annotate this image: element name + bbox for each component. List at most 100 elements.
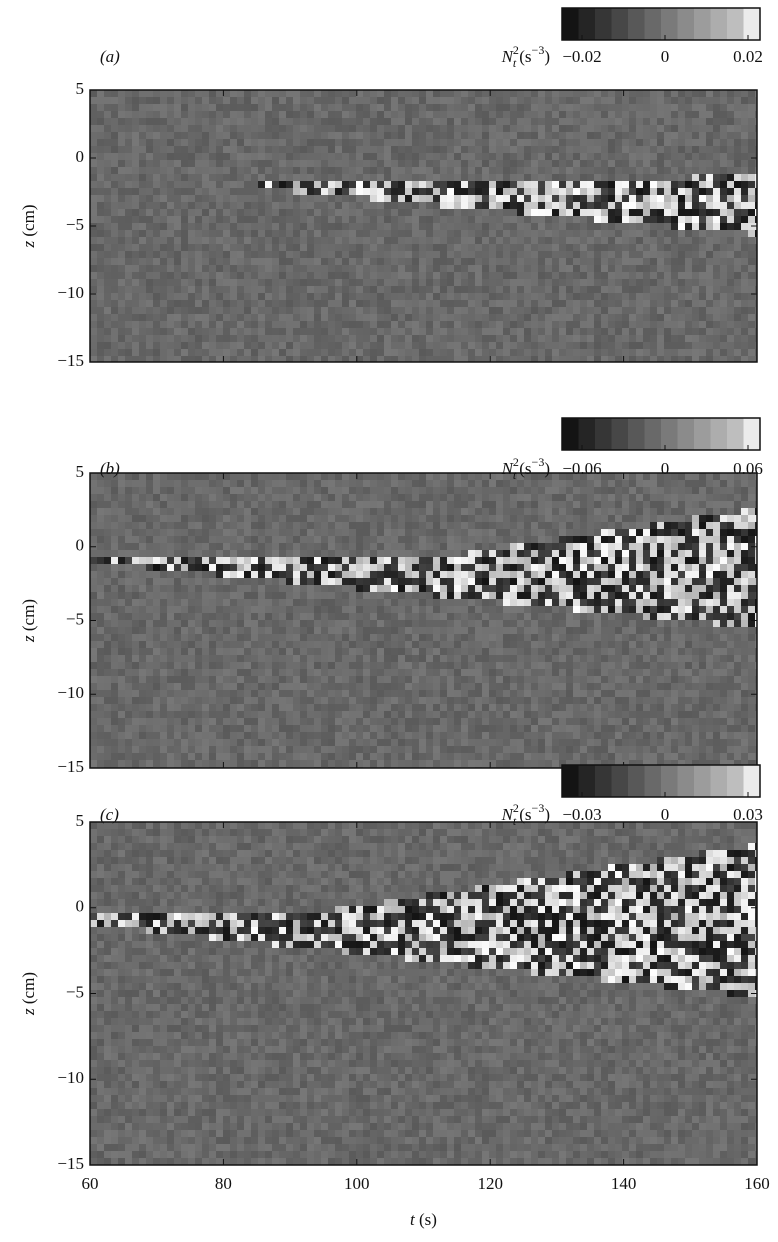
field-cell bbox=[475, 328, 482, 335]
field-cell bbox=[643, 188, 650, 195]
field-cell bbox=[153, 321, 160, 328]
field-cell bbox=[587, 522, 594, 529]
field-cell bbox=[328, 139, 335, 146]
field-cell bbox=[475, 307, 482, 314]
field-cell bbox=[384, 202, 391, 209]
field-cell bbox=[713, 356, 720, 362]
field-cell bbox=[412, 314, 419, 321]
field-cell bbox=[440, 209, 447, 216]
field-cell bbox=[727, 139, 734, 146]
field-cell bbox=[125, 557, 132, 564]
field-cell bbox=[118, 118, 125, 125]
field-cell bbox=[741, 230, 748, 237]
field-cell bbox=[699, 251, 706, 258]
field-cell bbox=[468, 251, 475, 258]
field-cell bbox=[734, 153, 741, 160]
field-cell bbox=[230, 300, 237, 307]
field-cell bbox=[678, 174, 685, 181]
field-cell bbox=[671, 279, 678, 286]
field-cell bbox=[146, 104, 153, 111]
field-cell bbox=[475, 473, 482, 480]
field-cell bbox=[244, 342, 251, 349]
field-cell bbox=[629, 515, 636, 522]
field-cell bbox=[412, 356, 419, 362]
field-cell bbox=[356, 251, 363, 258]
field-cell bbox=[594, 536, 601, 543]
field-cell bbox=[580, 286, 587, 293]
field-cell bbox=[307, 195, 314, 202]
field-cell bbox=[104, 550, 111, 557]
field-cell bbox=[426, 543, 433, 550]
field-cell bbox=[559, 529, 566, 536]
field-cell bbox=[251, 522, 258, 529]
field-cell bbox=[174, 515, 181, 522]
field-cell bbox=[482, 307, 489, 314]
field-cell bbox=[419, 515, 426, 522]
field-cell bbox=[615, 111, 622, 118]
field-cell bbox=[559, 487, 566, 494]
field-cell bbox=[580, 473, 587, 480]
field-cell bbox=[195, 522, 202, 529]
field-cell bbox=[391, 508, 398, 515]
field-cell bbox=[524, 529, 531, 536]
field-cell bbox=[454, 146, 461, 153]
field-cell bbox=[615, 321, 622, 328]
field-cell bbox=[398, 480, 405, 487]
field-cell bbox=[223, 272, 230, 279]
field-cell bbox=[293, 202, 300, 209]
field-cell bbox=[188, 307, 195, 314]
field-cell bbox=[293, 293, 300, 300]
field-cell bbox=[580, 501, 587, 508]
field-cell bbox=[419, 314, 426, 321]
field-cell bbox=[265, 508, 272, 515]
field-cell bbox=[685, 223, 692, 230]
field-cell bbox=[223, 258, 230, 265]
field-cell bbox=[146, 265, 153, 272]
field-cell bbox=[223, 328, 230, 335]
field-cell bbox=[664, 536, 671, 543]
field-cell bbox=[293, 307, 300, 314]
field-cell bbox=[482, 550, 489, 557]
field-cell bbox=[671, 272, 678, 279]
field-cell bbox=[97, 195, 104, 202]
field-cell bbox=[111, 494, 118, 501]
field-cell bbox=[636, 529, 643, 536]
field-cell bbox=[314, 202, 321, 209]
field-cell bbox=[440, 216, 447, 223]
field-cell bbox=[692, 349, 699, 356]
field-cell bbox=[538, 251, 545, 258]
field-cell bbox=[272, 536, 279, 543]
field-cell bbox=[314, 335, 321, 342]
field-cell bbox=[433, 349, 440, 356]
field-cell bbox=[727, 349, 734, 356]
field-cell bbox=[559, 480, 566, 487]
field-cell bbox=[209, 286, 216, 293]
field-cell bbox=[671, 230, 678, 237]
field-cell bbox=[475, 356, 482, 362]
field-cell bbox=[727, 160, 734, 167]
field-cell bbox=[433, 216, 440, 223]
field-cell bbox=[216, 286, 223, 293]
field-cell bbox=[272, 550, 279, 557]
field-cell bbox=[370, 132, 377, 139]
field-cell bbox=[587, 494, 594, 501]
field-cell bbox=[321, 202, 328, 209]
field-cell bbox=[699, 473, 706, 480]
field-cell bbox=[307, 237, 314, 244]
field-cell bbox=[531, 307, 538, 314]
field-cell bbox=[258, 97, 265, 104]
field-cell bbox=[146, 293, 153, 300]
field-cell bbox=[720, 529, 727, 536]
field-cell bbox=[489, 328, 496, 335]
field-cell bbox=[734, 543, 741, 550]
field-cell bbox=[601, 494, 608, 501]
field-cell bbox=[195, 258, 202, 265]
field-cell bbox=[125, 508, 132, 515]
field-cell bbox=[748, 90, 755, 97]
field-cell bbox=[419, 146, 426, 153]
field-cell bbox=[440, 251, 447, 258]
field-cell bbox=[258, 223, 265, 230]
field-cell bbox=[181, 125, 188, 132]
field-cell bbox=[531, 181, 538, 188]
field-cell bbox=[517, 209, 524, 216]
